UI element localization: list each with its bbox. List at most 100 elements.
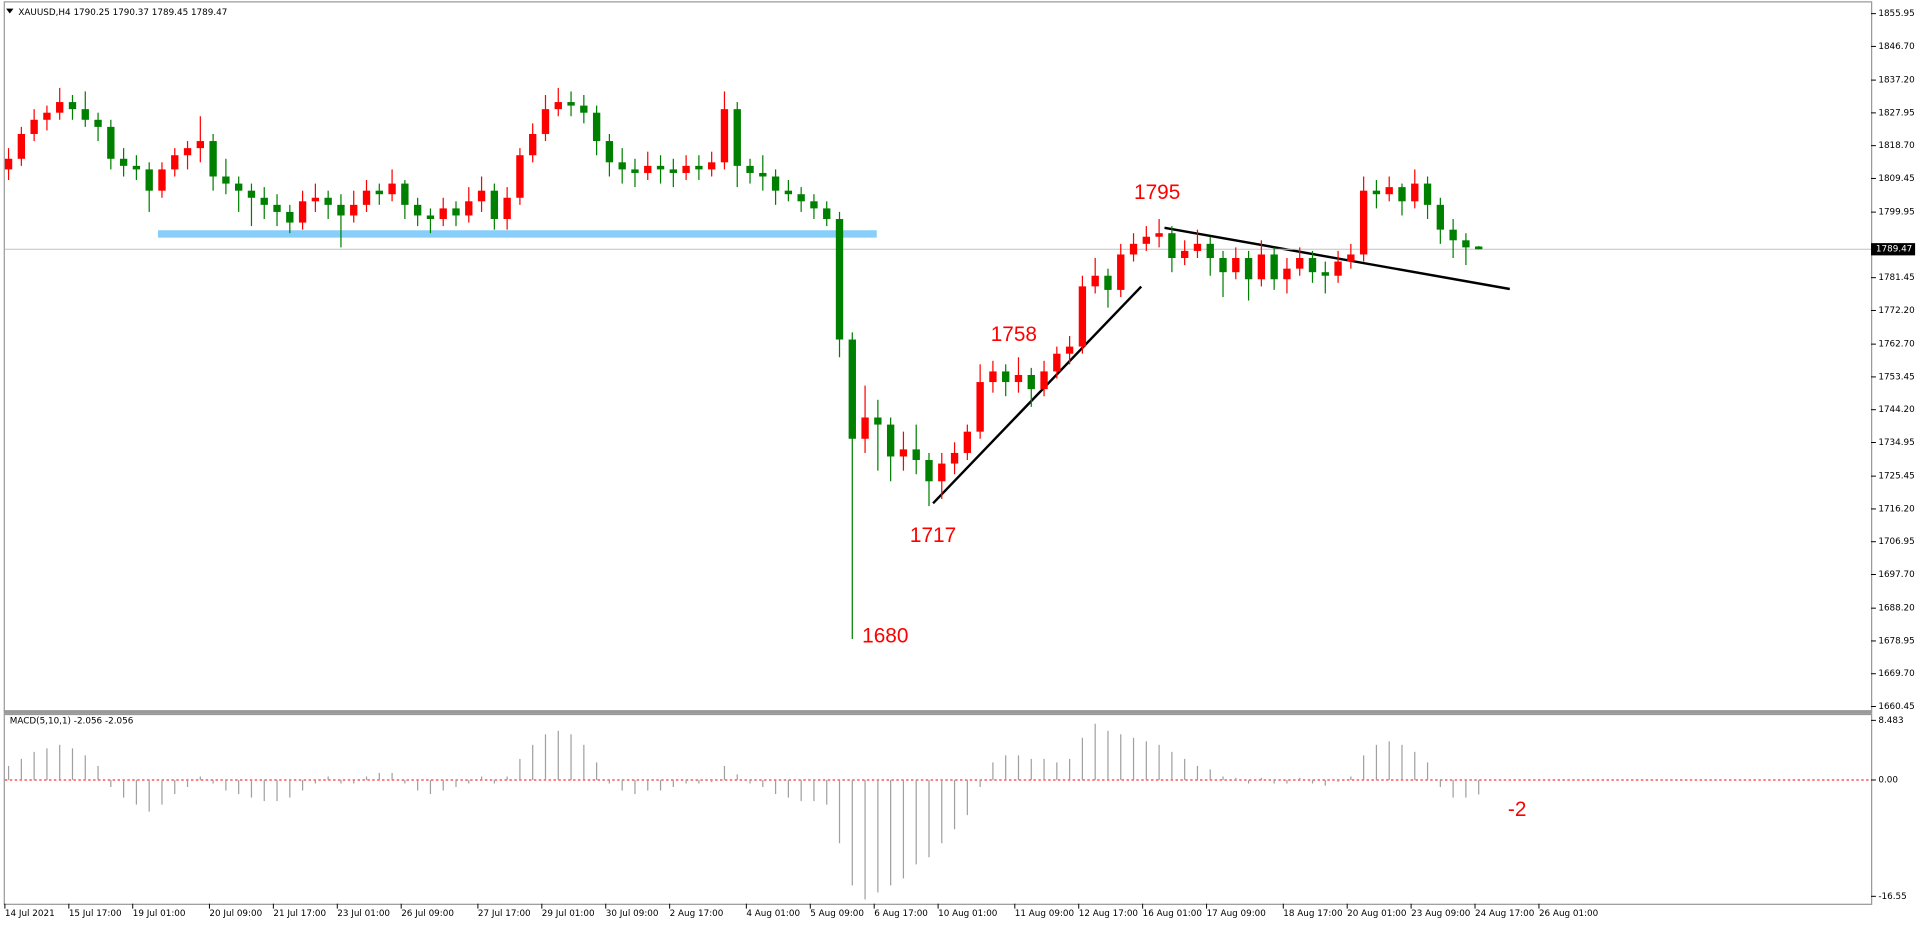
candle-body bbox=[235, 183, 243, 191]
candle-body bbox=[1308, 258, 1317, 273]
candle-body bbox=[132, 165, 141, 170]
candle-body bbox=[17, 133, 26, 159]
y-tick-label: 1744.20 bbox=[1878, 405, 1915, 415]
candle-body bbox=[1436, 204, 1445, 230]
y-tick-label: 1818.70 bbox=[1878, 141, 1915, 151]
candle-body bbox=[81, 109, 89, 120]
candle-body bbox=[477, 190, 486, 202]
candle-body bbox=[810, 201, 818, 209]
candle-body bbox=[554, 102, 562, 110]
y-tick-label: 1762.70 bbox=[1878, 340, 1915, 350]
candle-body bbox=[350, 204, 358, 216]
candle-body bbox=[1385, 187, 1393, 195]
candle-body bbox=[1155, 233, 1163, 237]
x-tick-label: 12 Aug 17:00 bbox=[1079, 909, 1139, 919]
candle-body bbox=[222, 176, 230, 184]
candle-body bbox=[720, 109, 729, 163]
candle-body bbox=[273, 204, 281, 212]
y-tick-label: 1837.20 bbox=[1878, 76, 1915, 86]
macd-title: MACD(5,10,1) -2.056 -2.056 bbox=[10, 717, 134, 727]
candle-body bbox=[695, 165, 703, 170]
annotation: 1717 bbox=[910, 524, 956, 547]
x-tick-label: 29 Jul 01:00 bbox=[542, 909, 595, 919]
y-tick-label: 1799.95 bbox=[1878, 208, 1914, 218]
last-price-label: 1789.47 bbox=[1876, 245, 1912, 255]
candle-body bbox=[413, 204, 422, 216]
candle-body bbox=[644, 165, 652, 173]
x-tick-label: 2 Aug 17:00 bbox=[670, 909, 724, 919]
annotation: 1680 bbox=[862, 624, 908, 647]
candle-body bbox=[1053, 353, 1061, 372]
candle-body bbox=[452, 208, 460, 216]
y-tick-label: 1827.95 bbox=[1878, 108, 1914, 118]
candle-body bbox=[592, 112, 601, 142]
candle-body bbox=[567, 102, 575, 106]
x-tick-label: 17 Aug 09:00 bbox=[1207, 909, 1267, 919]
annotation: 1795 bbox=[1134, 181, 1180, 204]
candle-body bbox=[1244, 258, 1253, 280]
x-tick-label: 23 Aug 09:00 bbox=[1411, 909, 1471, 919]
candle-body bbox=[260, 197, 268, 205]
y-tick-label: 8.483 bbox=[1878, 716, 1903, 726]
candle-body bbox=[976, 382, 984, 432]
candle-body bbox=[490, 190, 499, 220]
candle-body bbox=[1257, 254, 1266, 280]
candle-body bbox=[1180, 250, 1189, 259]
candle-body bbox=[401, 183, 409, 205]
y-tick-label: 0.00 bbox=[1878, 775, 1898, 785]
x-tick-label: 5 Aug 09:00 bbox=[810, 909, 864, 919]
candle-body bbox=[1193, 243, 1202, 251]
candle-body bbox=[4, 158, 13, 170]
candle-body bbox=[835, 219, 844, 340]
x-tick-label: 20 Jul 09:00 bbox=[209, 909, 262, 919]
candle-body bbox=[950, 452, 959, 464]
candle-body bbox=[1078, 286, 1087, 347]
x-tick-label: 11 Aug 09:00 bbox=[1015, 909, 1075, 919]
y-tick-label: 1855.95 bbox=[1878, 9, 1914, 19]
candle-body bbox=[1296, 258, 1304, 269]
candle-body bbox=[1168, 233, 1176, 259]
trend-line bbox=[1164, 226, 1511, 291]
candle-body bbox=[1462, 240, 1470, 248]
candle-body bbox=[1040, 371, 1048, 390]
y-tick-label: 1706.95 bbox=[1878, 537, 1914, 547]
candle-body bbox=[43, 112, 51, 120]
candle-body bbox=[196, 141, 204, 149]
candle-body bbox=[1270, 254, 1278, 280]
y-tick-label: 1846.70 bbox=[1878, 42, 1915, 52]
annotation: -2 bbox=[1508, 798, 1526, 821]
annotation: 1758 bbox=[991, 323, 1037, 346]
candle-body bbox=[541, 109, 550, 134]
candle-body bbox=[1347, 254, 1355, 262]
candle-body bbox=[439, 208, 447, 220]
candle-body bbox=[784, 190, 793, 195]
panel-separator bbox=[3, 710, 1873, 714]
candle-body bbox=[886, 424, 895, 457]
x-tick-label: 23 Jul 01:00 bbox=[337, 909, 390, 919]
candle-body bbox=[989, 371, 997, 383]
candle-body bbox=[746, 165, 754, 173]
candle-body bbox=[733, 109, 741, 166]
candle-body bbox=[963, 431, 972, 453]
candle-body bbox=[145, 169, 153, 191]
y-tick-label: 1734.95 bbox=[1878, 438, 1914, 448]
candle-body bbox=[1232, 258, 1240, 273]
candle-body bbox=[1091, 275, 1099, 287]
candle-body bbox=[107, 126, 115, 159]
menu-arrow bbox=[6, 8, 14, 14]
candle-body bbox=[1359, 190, 1368, 255]
candle-body bbox=[1449, 229, 1457, 241]
candle-body bbox=[759, 172, 767, 177]
candle-body bbox=[618, 162, 626, 170]
x-tick-label: 19 Jul 01:00 bbox=[133, 909, 186, 919]
candle-body bbox=[605, 141, 614, 163]
candle-body bbox=[1283, 268, 1291, 280]
candle-body bbox=[797, 194, 805, 202]
candle-body bbox=[337, 204, 345, 216]
candle-body bbox=[247, 190, 256, 198]
candle-body bbox=[375, 190, 383, 195]
chart-title: XAUUSD,H4 1790.25 1790.37 1789.45 1789.4… bbox=[18, 8, 227, 18]
y-tick-label: 1753.45 bbox=[1878, 372, 1914, 382]
